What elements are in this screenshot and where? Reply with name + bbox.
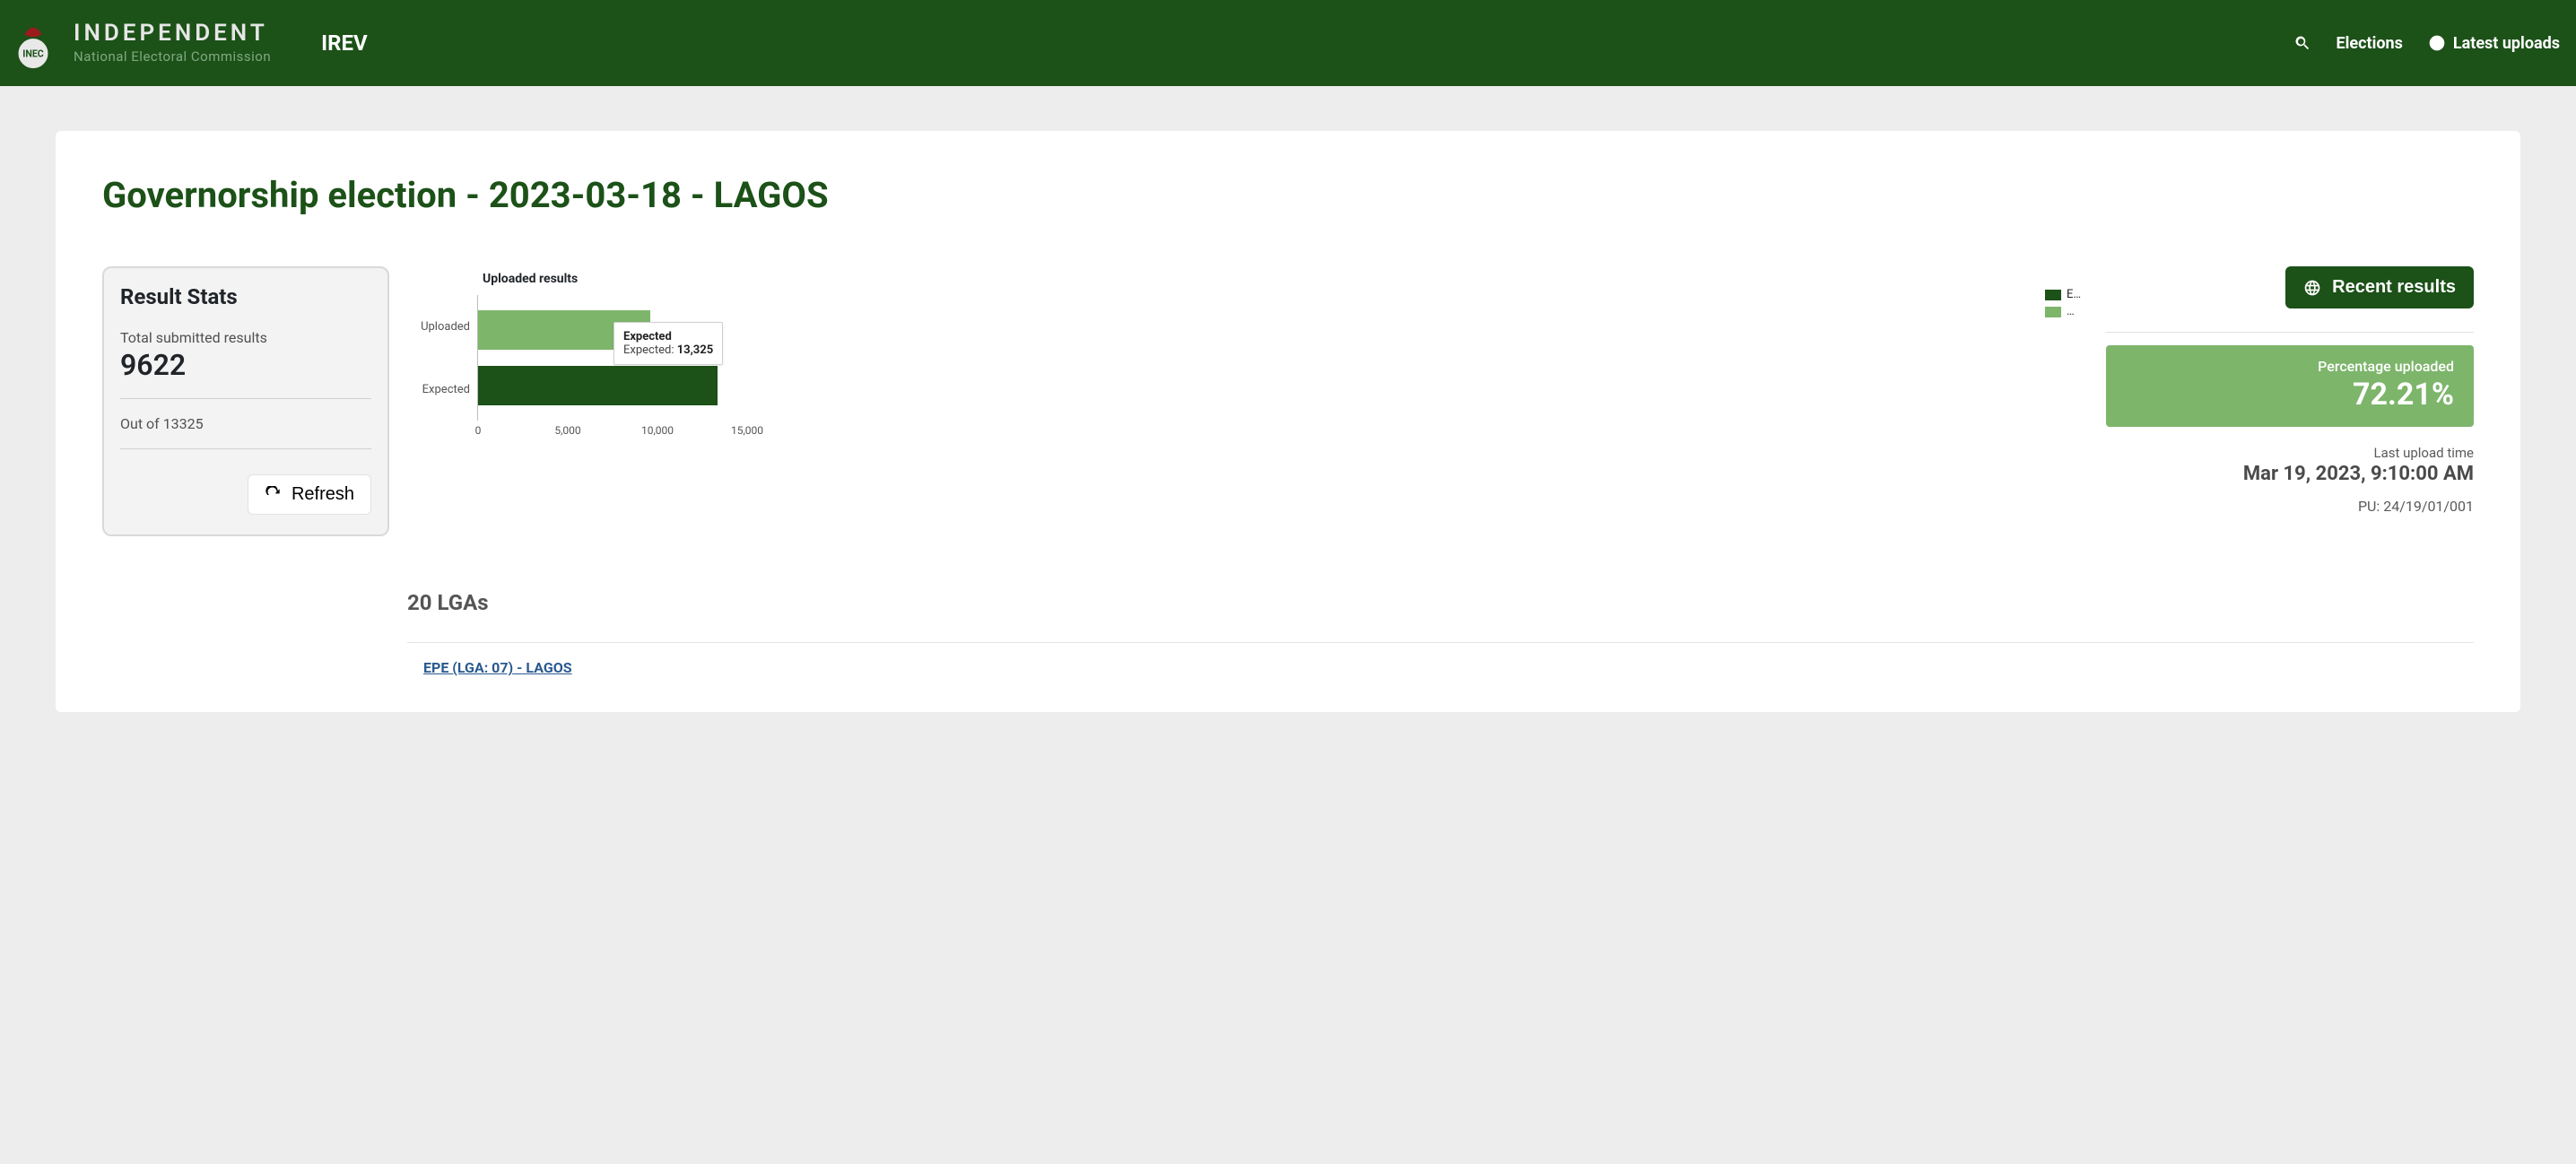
- chart-title: Uploaded results: [483, 272, 2081, 286]
- inec-logo-icon: INEC: [5, 15, 61, 71]
- nav-latest-uploads[interactable]: Latest uploads: [2428, 34, 2560, 53]
- last-upload-block: Last upload time Mar 19, 2023, 9:10:00 A…: [2106, 445, 2474, 515]
- page-title: Governorship election - 2023-03-18 - LAG…: [102, 174, 2474, 216]
- legend-label: E…: [2067, 288, 2081, 301]
- main-card: Governorship election - 2023-03-18 - LAG…: [56, 131, 2520, 712]
- recent-results-label: Recent results: [2332, 277, 2456, 298]
- nav-elections-label: Elections: [2337, 34, 2403, 53]
- submitted-value: 9622: [120, 348, 371, 382]
- divider: [2106, 332, 2474, 333]
- legend-item: …: [2045, 305, 2090, 318]
- svg-text:INEC: INEC: [22, 48, 44, 60]
- divider: [120, 448, 371, 449]
- result-stats-panel: Result Stats Total submitted results 962…: [102, 266, 389, 536]
- recent-results-button[interactable]: Recent results: [2285, 266, 2474, 308]
- divider: [120, 398, 371, 399]
- tooltip-title: Expected: [623, 330, 672, 343]
- legend-label: …: [2067, 305, 2075, 318]
- legend-swatch: [2045, 307, 2061, 317]
- refresh-icon: [265, 486, 283, 504]
- refresh-button[interactable]: Refresh: [248, 474, 371, 515]
- globe-icon: [2303, 279, 2321, 297]
- result-stats-title: Result Stats: [120, 284, 371, 309]
- search-button[interactable]: [2293, 34, 2311, 52]
- chart-x-tick: 5,000: [554, 424, 580, 437]
- nav-elections[interactable]: Elections: [2337, 34, 2403, 53]
- submitted-label: Total submitted results: [120, 329, 371, 346]
- tooltip-line-label: Expected:: [623, 343, 677, 357]
- percentage-uploaded-box: Percentage uploaded 72.21%: [2106, 345, 2474, 427]
- brand-block: INEC INDEPENDENT National Electoral Comm…: [5, 15, 271, 71]
- brand-text: INDEPENDENT National Electoral Commissio…: [74, 22, 271, 64]
- chart-legend: E… …: [2045, 288, 2090, 322]
- pu-value: PU: 24/19/01/001: [2106, 498, 2474, 515]
- chart-bar-expected: [478, 366, 718, 405]
- legend-item: E…: [2045, 288, 2090, 301]
- brand-line2: National Electoral Commission: [74, 50, 271, 65]
- app-name: IREV: [321, 30, 368, 56]
- clock-icon: [2428, 34, 2446, 52]
- chart-x-tick: 0: [475, 424, 482, 437]
- pct-label: Percentage uploaded: [2126, 358, 2454, 375]
- last-upload-label: Last upload time: [2106, 445, 2474, 461]
- outof-value: Out of 13325: [120, 415, 371, 432]
- uploaded-results-chart: Uploaded results Uploaded Expected 05,00…: [414, 266, 2081, 421]
- chart-x-tick: 15,000: [731, 424, 763, 437]
- tooltip-line-value: 13,325: [677, 343, 714, 357]
- lga-section: 20 LGAs EPE (LGA: 07) - LAGOS: [407, 590, 2474, 676]
- right-column: Recent results Percentage uploaded 72.21…: [2106, 266, 2474, 515]
- lga-item-link[interactable]: EPE (LGA: 07) - LAGOS: [407, 659, 572, 676]
- brand-line1: INDEPENDENT: [74, 22, 271, 46]
- nav-latest-uploads-label: Latest uploads: [2453, 34, 2560, 53]
- chart-ylabel-expected: Expected: [414, 383, 470, 396]
- top-nav: INEC INDEPENDENT National Electoral Comm…: [0, 0, 2576, 86]
- chart-tooltip: Expected Expected: 13,325: [614, 322, 723, 365]
- chart-x-tick: 10,000: [641, 424, 674, 437]
- chart-ylabel-uploaded: Uploaded: [414, 320, 470, 334]
- last-upload-value: Mar 19, 2023, 9:10:00 AM: [2106, 463, 2474, 485]
- legend-swatch: [2045, 290, 2061, 300]
- chart-y-labels: Uploaded Expected: [414, 295, 477, 421]
- refresh-label: Refresh: [292, 484, 354, 505]
- divider: [407, 642, 2474, 643]
- search-icon: [2293, 34, 2311, 52]
- lga-heading: 20 LGAs: [407, 590, 2474, 615]
- pct-value: 72.21%: [2126, 377, 2454, 413]
